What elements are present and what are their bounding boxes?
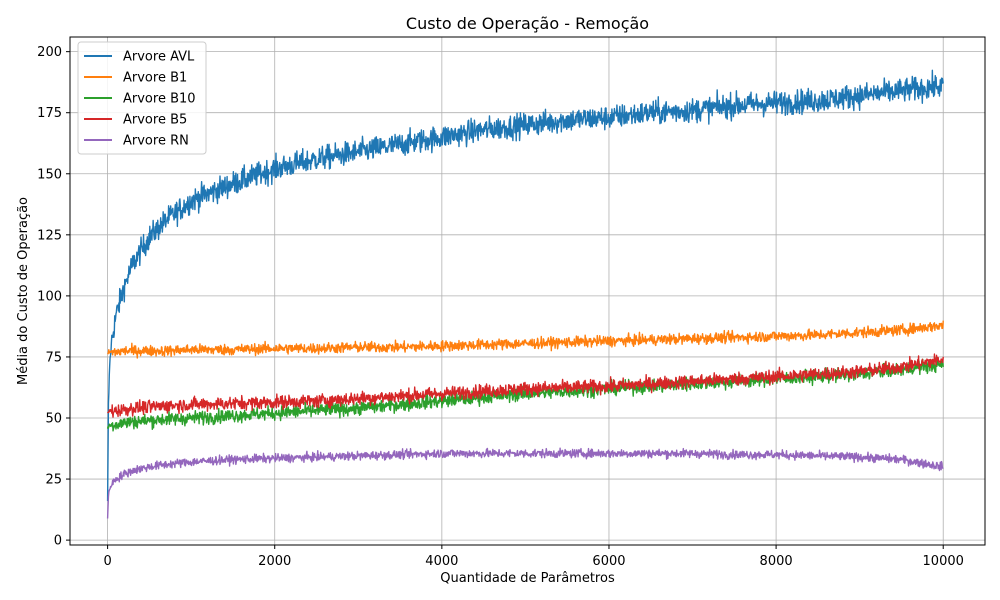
legend-label: Arvore B5 (123, 113, 187, 128)
x-axis-title: Quantidade de Parâmetros (440, 571, 615, 586)
x-tick-label: 0 (103, 554, 111, 569)
grid (70, 37, 985, 545)
y-tick-label: 125 (37, 228, 62, 243)
series-line-2 (106, 356, 944, 432)
series-line-4 (106, 447, 944, 519)
legend-label: Arvore B10 (123, 92, 196, 107)
y-tick-label: 150 (37, 167, 62, 182)
y-axis-ticks: 0 25 50 75 100 125 150 175 200 (37, 45, 70, 549)
y-tick-label: 200 (37, 45, 62, 60)
y-tick-label: 75 (45, 350, 62, 365)
plot-frame (69, 36, 986, 546)
y-axis-title: Média do Custo de Operação (16, 197, 31, 385)
x-tick-label: 10000 (923, 554, 964, 569)
series-line-3 (107, 353, 944, 418)
x-tick-label: 6000 (592, 554, 625, 569)
x-axis-ticks: 0 2000 4000 6000 8000 10000 (103, 545, 964, 569)
x-tick-label: 4000 (425, 554, 458, 569)
y-tick-label: 100 (37, 289, 62, 304)
y-tick-label: 0 (54, 534, 62, 549)
chart-title: Custo de Operação - Remoção (406, 14, 649, 33)
legend-label: Arvore B1 (123, 71, 187, 86)
legend: Arvore AVL Arvore B1 Arvore B10 Arvore B5 Ar… (77, 41, 207, 155)
legend-label: Arvore AVL (123, 50, 195, 65)
plot-area (70, 37, 985, 545)
series-line-1 (107, 320, 944, 359)
y-tick-label: 50 (45, 412, 62, 427)
series-group (106, 69, 944, 519)
series-line-0 (106, 69, 944, 502)
legend-label: Arvore RN (123, 134, 189, 149)
y-tick-label: 175 (37, 106, 62, 121)
legend-box (77, 41, 207, 155)
y-tick-label: 25 (45, 473, 62, 488)
x-tick-label: 2000 (258, 554, 291, 569)
x-tick-label: 8000 (760, 554, 793, 569)
